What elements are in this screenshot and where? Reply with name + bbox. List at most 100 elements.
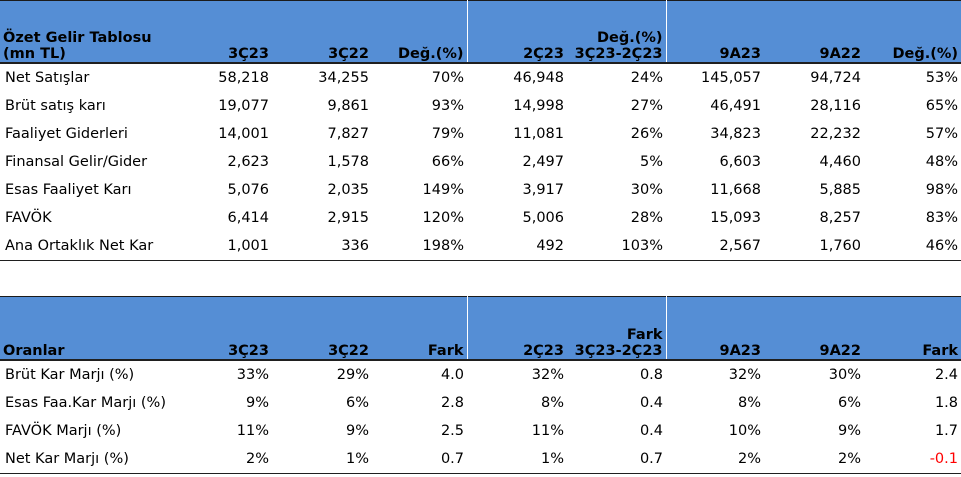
cell: 66% (372, 148, 467, 176)
cell: 5,885 (764, 176, 864, 204)
cell: 57% (864, 120, 961, 148)
cell: 19,077 (172, 92, 272, 120)
cell: 6,603 (666, 148, 764, 176)
cell: 2,567 (666, 232, 764, 261)
cell: 4.0 (372, 360, 467, 389)
table-row: Brüt Kar Marjı (%) 33% 29% 4.0 32% 0.8 3… (0, 360, 961, 389)
cell: 11% (467, 417, 567, 445)
cell: 30% (567, 176, 666, 204)
cell: 9% (172, 389, 272, 417)
cell: 29% (272, 360, 372, 389)
cell: 53% (864, 63, 961, 92)
cell: 2% (764, 445, 864, 474)
ratios-table-header: Oranlar 3Ç23 3Ç22 Fark 2Ç23 Fark 3Ç23-2Ç… (0, 296, 961, 360)
cell: 9% (272, 417, 372, 445)
cell: 98% (864, 176, 961, 204)
row-label: Brüt Kar Marjı (%) (0, 360, 172, 389)
cell: 34,255 (272, 63, 372, 92)
cell: 32% (666, 360, 764, 389)
cell: 14,001 (172, 120, 272, 148)
cell: 28,116 (764, 92, 864, 120)
row-label: Esas Faaliyet Karı (0, 176, 172, 204)
col-header-change: Değ.(%) (372, 0, 467, 63)
col-header-diff-9m: Fark (864, 296, 961, 360)
ratios-table-body: Brüt Kar Marjı (%) 33% 29% 4.0 32% 0.8 3… (0, 360, 961, 474)
row-label: Net Satışlar (0, 63, 172, 92)
cell: 11% (172, 417, 272, 445)
col-header-9m23: 9A23 (665, 0, 764, 63)
cell: 6,414 (172, 204, 272, 232)
table-row: Esas Faa.Kar Marjı (%) 9% 6% 2.8 8% 0.4 … (0, 389, 961, 417)
income-table-body: Net Satışlar 58,218 34,255 70% 46,948 24… (0, 63, 961, 261)
cell: 46% (864, 232, 961, 261)
table-row: Net Satışlar 58,218 34,255 70% 46,948 24… (0, 63, 961, 92)
cell: 2,035 (272, 176, 372, 204)
col-header-3q22: 3Ç22 (272, 0, 372, 63)
cell: 145,057 (666, 63, 764, 92)
cell: 48% (864, 148, 961, 176)
cell: 492 (467, 232, 567, 261)
cell: 8% (666, 389, 764, 417)
cell: 11,081 (467, 120, 567, 148)
table-row: Brüt satış karı 19,077 9,861 93% 14,998 … (0, 92, 961, 120)
cell: 10% (666, 417, 764, 445)
cell: 33% (172, 360, 272, 389)
cell: 70% (372, 63, 467, 92)
col-header-3q23: 3Ç23 (172, 296, 272, 360)
cell: 9,861 (272, 92, 372, 120)
ratios-table-title: Oranlar (0, 296, 172, 360)
table-row: Ana Ortaklık Net Kar 1,001 336 198% 492 … (0, 232, 961, 261)
table-row: Finansal Gelir/Gider 2,623 1,578 66% 2,4… (0, 148, 961, 176)
cell: 26% (567, 120, 666, 148)
cell: 0.7 (372, 445, 467, 474)
cell: 1,001 (172, 232, 272, 261)
table-row: FAVÖK 6,414 2,915 120% 5,006 28% 15,093 … (0, 204, 961, 232)
cell: 8% (467, 389, 567, 417)
cell: 5% (567, 148, 666, 176)
cell: 8,257 (764, 204, 864, 232)
table-row: Net Kar Marjı (%) 2% 1% 0.7 1% 0.7 2% 2%… (0, 445, 961, 474)
cell: 2% (172, 445, 272, 474)
cell: 149% (372, 176, 467, 204)
row-label: Esas Faa.Kar Marjı (%) (0, 389, 172, 417)
cell: 0.4 (567, 389, 666, 417)
col-header-3q23: 3Ç23 (172, 0, 272, 63)
cell: 79% (372, 120, 467, 148)
income-table-header: Özet Gelir Tablosu (mn TL) 3Ç23 3Ç22 Değ… (0, 0, 961, 63)
cell: 2% (666, 445, 764, 474)
col-header-diff: Fark (372, 296, 467, 360)
row-label: Faaliyet Giderleri (0, 120, 172, 148)
cell: 3,917 (467, 176, 567, 204)
cell: 34,823 (666, 120, 764, 148)
cell: 46,948 (467, 63, 567, 92)
cell: 4,460 (764, 148, 864, 176)
cell: 65% (864, 92, 961, 120)
cell: 336 (272, 232, 372, 261)
cell: 15,093 (666, 204, 764, 232)
row-label: Ana Ortaklık Net Kar (0, 232, 172, 261)
table-row: Faaliyet Giderleri 14,001 7,827 79% 11,0… (0, 120, 961, 148)
cell: 2,623 (172, 148, 272, 176)
table-row: FAVÖK Marjı (%) 11% 9% 2.5 11% 0.4 10% 9… (0, 417, 961, 445)
cell: 2.8 (372, 389, 467, 417)
cell: 94,724 (764, 63, 864, 92)
cell: 22,232 (764, 120, 864, 148)
cell: 1.8 (864, 389, 961, 417)
row-label: Net Kar Marjı (%) (0, 445, 172, 474)
cell: 5,076 (172, 176, 272, 204)
col-header-9m23: 9A23 (665, 296, 764, 360)
cell: 30% (764, 360, 864, 389)
cell: 6% (272, 389, 372, 417)
cell: 58,218 (172, 63, 272, 92)
income-table-title: Özet Gelir Tablosu (mn TL) (0, 0, 172, 63)
cell: 1.7 (864, 417, 961, 445)
cell: 93% (372, 92, 467, 120)
cell: 2,497 (467, 148, 567, 176)
cell: 46,491 (666, 92, 764, 120)
cell: 120% (372, 204, 467, 232)
cell: 24% (567, 63, 666, 92)
cell: 2.4 (864, 360, 961, 389)
cell: 32% (467, 360, 567, 389)
ratios-table: Oranlar 3Ç23 3Ç22 Fark 2Ç23 Fark 3Ç23-2Ç… (0, 296, 961, 474)
cell: 198% (372, 232, 467, 261)
